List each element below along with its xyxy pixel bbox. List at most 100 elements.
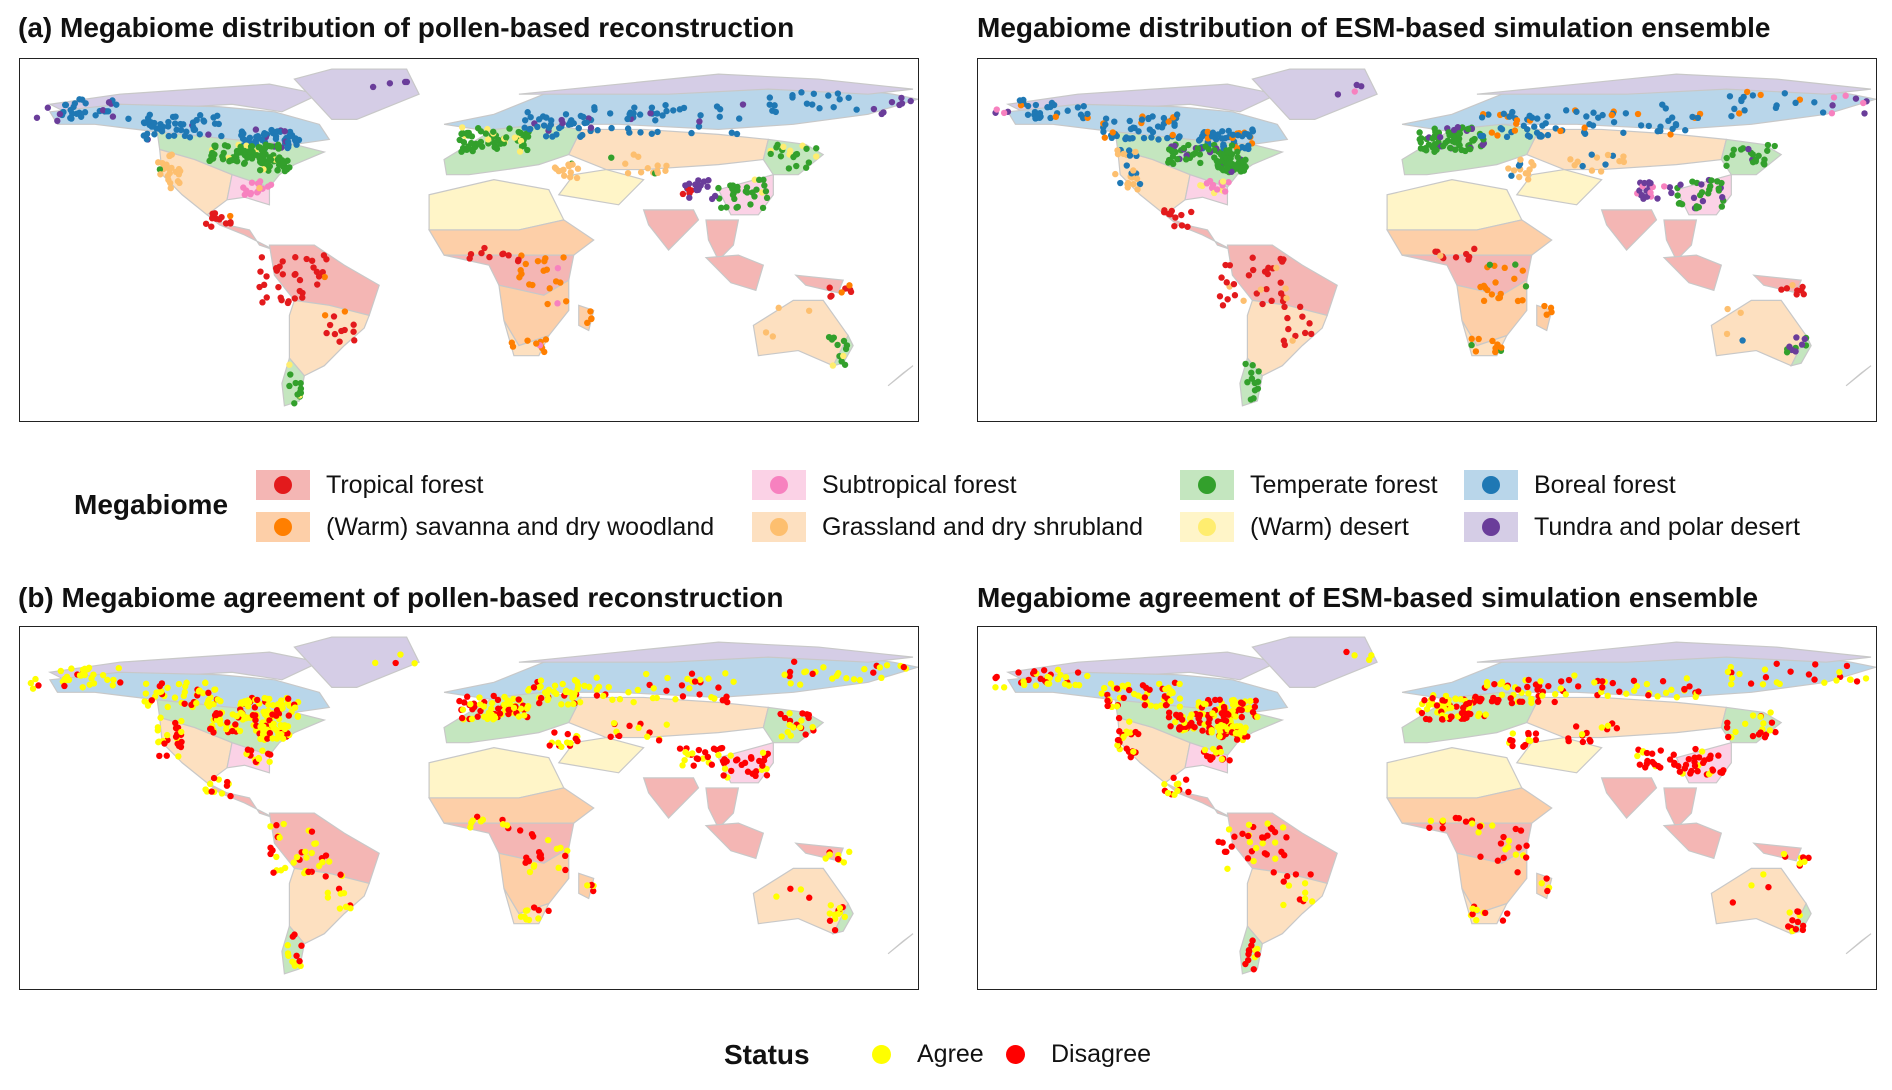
site-point [820, 664, 827, 671]
site-point [92, 112, 99, 119]
site-point [261, 131, 269, 138]
site-point [840, 337, 848, 345]
site-point [274, 701, 282, 708]
site-point [1178, 716, 1186, 723]
site-point [888, 98, 896, 106]
site-point [1524, 176, 1532, 183]
site-point [1489, 822, 1496, 829]
site-point [291, 400, 298, 407]
site-point [1479, 141, 1486, 149]
site-point [275, 283, 282, 291]
site-point [1231, 292, 1239, 299]
site-point [626, 111, 633, 118]
site-point [1724, 668, 1732, 676]
site-point [1476, 698, 1484, 705]
site-point [165, 132, 172, 140]
site-point [1062, 673, 1070, 681]
legend-item-warm-desert: (Warm) desert [1180, 512, 1409, 542]
site-point [1425, 701, 1432, 709]
site-point [593, 692, 601, 699]
site-point [780, 143, 787, 150]
site-point [721, 756, 728, 763]
site-point [793, 162, 800, 170]
site-point [1515, 162, 1523, 169]
site-point [741, 759, 749, 767]
site-point [1454, 124, 1462, 131]
site-point [711, 695, 718, 702]
site-point [68, 665, 75, 672]
site-point [1224, 865, 1231, 872]
site-point [1171, 222, 1178, 230]
site-point [1452, 146, 1459, 153]
site-point [541, 689, 549, 696]
site-point [255, 755, 263, 763]
site-point [1249, 937, 1256, 944]
site-point [558, 701, 565, 708]
land-region [518, 73, 914, 95]
land-region [705, 787, 740, 830]
site-point [1417, 145, 1425, 152]
site-point [274, 156, 281, 163]
site-point [715, 751, 722, 759]
site-point [109, 682, 116, 689]
site-point [527, 113, 534, 121]
site-point [35, 682, 42, 689]
legend-label: (Warm) desert [1250, 512, 1409, 541]
site-point [1574, 683, 1582, 690]
site-point [1208, 726, 1215, 734]
site-point [1277, 279, 1284, 286]
site-point [1557, 685, 1564, 692]
site-point [1240, 729, 1248, 736]
site-point [224, 719, 231, 726]
site-point [1514, 297, 1522, 305]
site-point [205, 689, 212, 697]
site-point [1789, 917, 1796, 924]
site-point [172, 724, 180, 732]
site-point [1153, 703, 1160, 710]
site-point [1620, 129, 1627, 136]
site-point [1522, 854, 1530, 861]
site-point [1773, 660, 1780, 667]
world-map [992, 68, 1876, 407]
site-point [1620, 153, 1627, 160]
site-point [1501, 264, 1508, 272]
site-point [515, 128, 522, 136]
site-point [1292, 332, 1299, 340]
site-point [291, 704, 299, 711]
site-point [1453, 703, 1460, 710]
site-point [257, 723, 264, 730]
site-point [1436, 133, 1444, 141]
site-point [1476, 823, 1484, 830]
site-point [281, 128, 289, 135]
site-point [1225, 711, 1232, 718]
site-point [1164, 134, 1171, 142]
site-point [1101, 134, 1109, 141]
site-point [468, 819, 475, 827]
site-point [321, 273, 328, 281]
site-point [803, 100, 811, 107]
site-point [771, 102, 778, 109]
site-point [856, 676, 864, 684]
site-point [1164, 789, 1172, 797]
site-point [272, 133, 280, 140]
site-point [1520, 122, 1527, 130]
legend-swatch-warm-desert [1180, 512, 1234, 542]
site-point [1481, 909, 1489, 917]
site-point [486, 253, 493, 261]
site-point [308, 828, 316, 835]
land-region [1662, 822, 1723, 860]
site-point [209, 155, 217, 162]
site-point [520, 142, 527, 149]
site-point [224, 778, 231, 786]
site-point [843, 342, 851, 349]
site-point [545, 124, 553, 131]
site-point [285, 695, 292, 702]
site-point [1075, 681, 1083, 689]
site-point [843, 675, 850, 682]
site-point [760, 757, 768, 764]
site-point [310, 264, 317, 271]
site-point [212, 142, 219, 149]
site-point [826, 917, 834, 924]
site-point [527, 125, 534, 133]
site-point [142, 680, 150, 687]
